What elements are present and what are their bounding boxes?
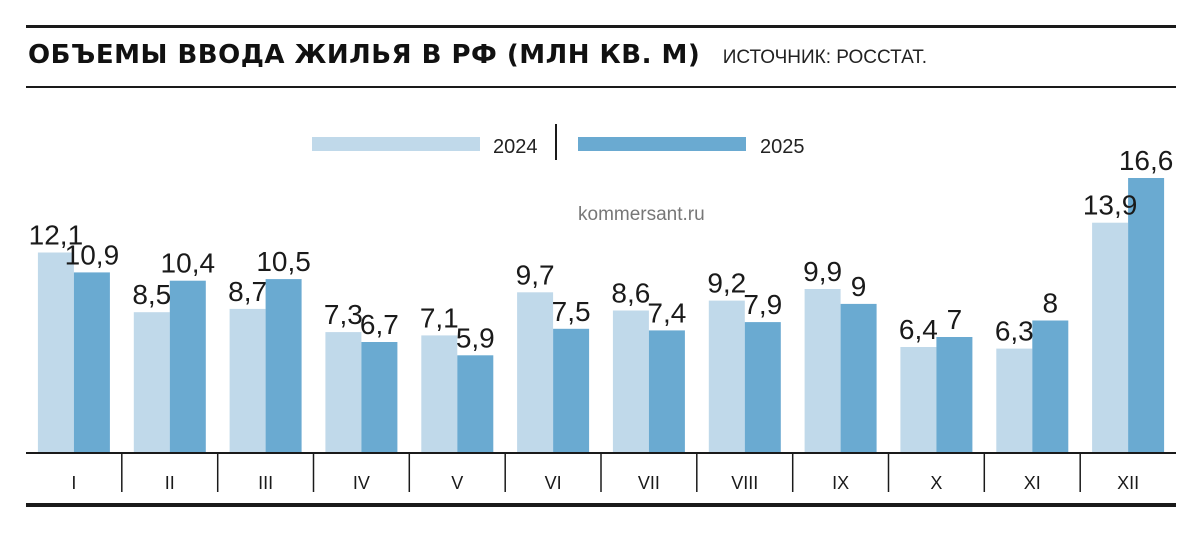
x-tick-label-VI: VI: [545, 473, 562, 493]
value-label-2025-X: 7: [947, 304, 963, 335]
legend-label-2025: 2025: [760, 136, 805, 158]
bar-2024-XII: [1092, 222, 1129, 453]
legend-swatch-2024: [312, 137, 480, 151]
bar-2025-IV: [361, 342, 398, 453]
bar-2024-IX: [804, 289, 841, 453]
value-label-2025-VIII: 7,9: [743, 289, 782, 320]
bar-2025-III: [265, 279, 302, 453]
x-tick-label-I: I: [71, 473, 76, 493]
bar-2025-VIII: [744, 322, 781, 453]
x-tick-label-IV: IV: [353, 473, 370, 493]
x-tick-label-XII: XII: [1117, 473, 1139, 493]
value-label-2025-IV: 6,7: [360, 309, 399, 340]
x-tick-label-X: X: [930, 473, 942, 493]
chart-source: ИСТОЧНИК: РОССТАТ.: [722, 47, 928, 68]
value-label-2024-II: 8,5: [132, 279, 171, 310]
bar-2025-II: [169, 280, 206, 453]
x-tick-label-III: III: [258, 473, 273, 493]
value-label-2024-X: 6,4: [899, 314, 938, 345]
value-label-2024-XII: 13,9: [1083, 190, 1138, 221]
value-label-2024-XI: 6,3: [995, 316, 1034, 347]
bar-2025-V: [457, 355, 494, 453]
value-label-2024-I: 12,1: [29, 220, 84, 251]
bars-layer: [37, 178, 1165, 453]
header-rule: [26, 86, 1176, 88]
value-label-2025-VII: 7,4: [647, 297, 686, 328]
bar-2025-X: [936, 337, 973, 453]
bar-2024-XI: [996, 348, 1033, 453]
bar-2024-III: [229, 308, 266, 453]
bar-2024-VI: [517, 292, 554, 453]
x-axis: I II III IV V VI VII VIII IX X XI XII: [26, 452, 1176, 493]
value-label-2024-VII: 8,6: [611, 278, 650, 309]
value-label-2024-VI: 9,7: [516, 259, 555, 290]
value-label-2025-II: 10,4: [161, 248, 216, 279]
x-tick-label-V: V: [451, 473, 463, 493]
bar-2024-VII: [612, 310, 649, 453]
bar-2025-VII: [648, 330, 685, 453]
legend-divider: [555, 124, 557, 160]
value-label-2024-III: 8,7: [228, 276, 267, 307]
x-tick-label-II: II: [165, 473, 175, 493]
chart-header: ОБЪЕМЫ ВВОДА ЖИЛЬЯ В РФ (МЛН КВ. М) ИСТО…: [28, 40, 927, 80]
x-tick-label-XI: XI: [1024, 473, 1041, 493]
bar-2024-V: [421, 335, 458, 453]
bar-2024-I: [37, 252, 74, 453]
value-label-2024-IX: 9,9: [803, 256, 842, 287]
bar-2025-IX: [840, 303, 877, 453]
chart-title: ОБЪЕМЫ ВВОДА ЖИЛЬЯ В РФ (МЛН КВ. М): [28, 40, 701, 70]
bar-2024-IV: [325, 332, 362, 453]
bar-2025-XII: [1128, 178, 1165, 453]
value-label-2024-V: 7,1: [420, 302, 459, 333]
bar-2024-II: [133, 312, 170, 453]
value-label-2024-VIII: 9,2: [707, 268, 746, 299]
value-labels-layer: 12,110,9 8,510,4 8,710,5 7,36,7 7,15,9 9,7 7,5…: [29, 145, 1174, 353]
value-label-2025-V: 5,9: [456, 322, 495, 353]
value-label-2025-III: 10,5: [256, 246, 311, 277]
x-tick-label-VII: VII: [638, 473, 660, 493]
value-label-2025-IX: 9: [851, 271, 867, 302]
x-tick-label-IX: IX: [832, 473, 849, 493]
x-tick-label-VIII: VIII: [731, 473, 758, 493]
legend: 2024 2025: [312, 124, 805, 160]
bar-2025-VI: [553, 328, 590, 453]
bar-2024-VIII: [708, 300, 745, 453]
watermark-text: kommersant.ru: [578, 204, 705, 225]
legend-swatch-2025: [578, 137, 746, 151]
bar-2025-I: [73, 272, 110, 453]
bottom-rule: [26, 503, 1176, 507]
value-label-2024-IV: 7,3: [324, 299, 363, 330]
top-rule: [26, 25, 1176, 28]
value-label-2025-VI: 7,5: [552, 296, 591, 327]
bar-2025-XI: [1032, 320, 1069, 453]
legend-label-2024: 2024: [493, 136, 538, 158]
value-label-2025-I: 10,9: [65, 239, 120, 270]
bar-2024-X: [900, 347, 937, 453]
value-label-2025-XI: 8: [1043, 288, 1059, 319]
value-label-2025-XII: 16,6: [1119, 145, 1174, 176]
